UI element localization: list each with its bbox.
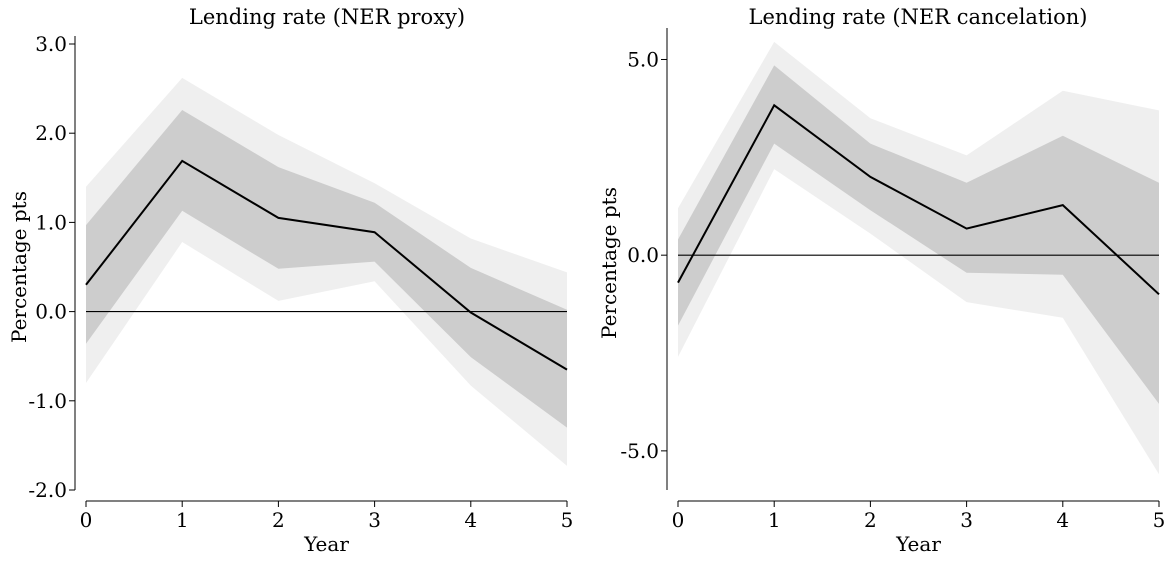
x-tick-label: 2 [864, 508, 877, 532]
chart-title: Lending rate (NER proxy) [189, 5, 465, 29]
x-tick-label: 0 [672, 508, 685, 532]
x-tick-label: 1 [176, 508, 189, 532]
x-tick-label: 4 [1056, 508, 1069, 532]
x-tick-label: 3 [960, 508, 973, 532]
y-tick-label: 0.0 [627, 243, 659, 267]
y-axis-label: Percentage pts [7, 191, 31, 343]
y-tick-label: -2.0 [28, 478, 67, 502]
x-axis-label: Year [895, 532, 941, 556]
x-tick-label: 1 [768, 508, 781, 532]
y-tick-label: -5.0 [620, 439, 659, 463]
y-tick-label: 3.0 [35, 32, 67, 56]
x-tick-label: 0 [80, 508, 93, 532]
outer-confidence-band [86, 78, 567, 466]
y-tick-label: 1.0 [35, 210, 67, 234]
y-axis-label: Percentage pts [597, 187, 621, 339]
chart-panel-1: -2.0 -1.0 0.0 1.0 2.0 3.0 0 1 2 3 4 5 Lending rate (… [7, 5, 573, 556]
x-tick-label: 5 [1153, 508, 1166, 532]
y-tick-label: 5.0 [627, 47, 659, 71]
x-tick-label: 5 [561, 508, 574, 532]
y-tick-label: 2.0 [35, 121, 67, 145]
chart-panel-2: -5.0 0.0 5.0 0 1 2 3 4 5 Lending rate (NER cancel… [597, 5, 1165, 556]
chart-title: Lending rate (NER cancelation) [749, 5, 1088, 29]
x-axis-label: Year [303, 532, 349, 556]
x-tick-label: 3 [368, 508, 381, 532]
y-tick-label: -1.0 [28, 389, 67, 413]
x-tick-label: 2 [272, 508, 285, 532]
y-tick-label: 0.0 [35, 300, 67, 324]
x-tick-label: 4 [464, 508, 477, 532]
